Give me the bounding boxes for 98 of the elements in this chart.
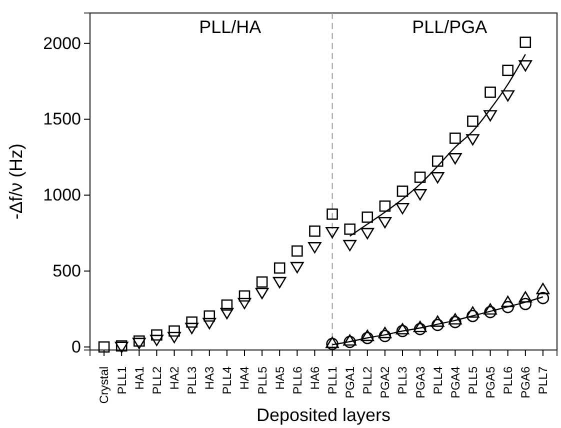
point <box>362 212 374 223</box>
x-tick-label: PGA3 <box>413 366 428 398</box>
point <box>396 323 410 334</box>
point <box>344 336 356 348</box>
point <box>361 332 374 344</box>
x-tick-label: PLL3 <box>185 366 200 394</box>
y-axis-title: -Δf/ν (Hz) <box>6 143 26 220</box>
x-tick-label: PLL3 <box>396 366 410 394</box>
point <box>379 200 391 212</box>
x-tick-label: PLL6 <box>290 366 304 394</box>
y-tick-label: 2000 <box>43 34 81 53</box>
x-tick-label: HA2 <box>167 366 182 390</box>
point <box>484 303 497 315</box>
x-tick-label: HA1 <box>132 366 146 390</box>
x-tick-label: PLL4 <box>430 366 445 394</box>
point <box>378 326 392 338</box>
point <box>519 298 532 310</box>
point <box>431 318 444 332</box>
point <box>466 134 480 146</box>
point <box>413 189 427 200</box>
x-tick-label: PGA1 <box>343 366 358 398</box>
point <box>414 322 426 336</box>
point <box>272 276 286 288</box>
point <box>168 325 180 337</box>
point <box>518 291 532 303</box>
point <box>432 156 444 167</box>
x-tick-label: PLL7 <box>536 366 550 394</box>
point <box>360 228 374 240</box>
x-tick-label: PLL4 <box>220 366 234 394</box>
x-tick-label: PGA4 <box>448 366 462 398</box>
point <box>204 310 216 322</box>
point <box>290 262 304 274</box>
point <box>484 86 496 98</box>
point <box>413 320 427 332</box>
point <box>256 276 268 288</box>
point <box>520 36 532 48</box>
point <box>378 216 392 228</box>
x-tick-label: PLL5 <box>466 366 480 394</box>
point <box>466 310 479 322</box>
x-tick-label: PLL6 <box>501 366 516 394</box>
y-tick-label: 1500 <box>43 110 81 129</box>
x-tick-label: HA3 <box>202 366 217 390</box>
point <box>430 316 444 327</box>
point <box>501 90 514 102</box>
y-tick-label: 0 <box>72 337 81 356</box>
x-tick-label: PGA6 <box>518 366 533 398</box>
point <box>134 335 145 347</box>
y-tick-label: 500 <box>52 262 81 281</box>
point <box>484 110 497 122</box>
point <box>274 262 286 274</box>
x-tick-label: PGA2 <box>378 366 392 398</box>
point <box>449 316 462 328</box>
point <box>360 330 374 342</box>
x-tick-label: HA6 <box>308 366 322 390</box>
point <box>536 292 550 304</box>
x-tick-label: PGA5 <box>483 366 498 398</box>
point <box>343 240 356 252</box>
point <box>467 116 478 127</box>
point <box>536 282 550 294</box>
x-tick-label: HA4 <box>238 366 252 390</box>
x-axis-title: Deposited layers <box>256 405 391 425</box>
x-tick-label: PLL2 <box>150 366 164 394</box>
point <box>518 60 532 72</box>
y-tick-label: 1000 <box>43 186 81 205</box>
annotation: PLL/PGA <box>412 17 488 37</box>
point <box>396 324 409 338</box>
point <box>221 299 233 311</box>
point <box>450 132 461 144</box>
point <box>326 226 339 238</box>
x-tick-label: PLL1 <box>325 366 340 394</box>
point <box>502 300 514 314</box>
point <box>343 334 356 346</box>
point <box>484 306 496 318</box>
point <box>448 313 462 325</box>
point <box>430 172 444 184</box>
point <box>378 330 392 342</box>
point <box>344 224 356 235</box>
point <box>396 203 410 214</box>
point <box>448 153 462 164</box>
point <box>466 306 480 318</box>
point <box>238 290 250 302</box>
point <box>396 186 408 197</box>
point <box>502 64 514 76</box>
x-tick-label: Crystal <box>97 366 112 404</box>
point <box>501 296 514 308</box>
x-tick-label: PLL2 <box>360 366 375 394</box>
point <box>309 225 320 237</box>
point <box>98 341 110 353</box>
annotation: PLL/HA <box>199 17 262 37</box>
x-tick-label: HA5 <box>272 366 287 390</box>
point <box>308 242 322 254</box>
point <box>151 329 162 341</box>
point <box>414 172 426 183</box>
x-tick-label: PLL5 <box>255 366 270 394</box>
point <box>326 208 338 220</box>
x-tick-label: PLL1 <box>114 366 129 394</box>
point <box>292 245 303 257</box>
point <box>186 316 198 328</box>
